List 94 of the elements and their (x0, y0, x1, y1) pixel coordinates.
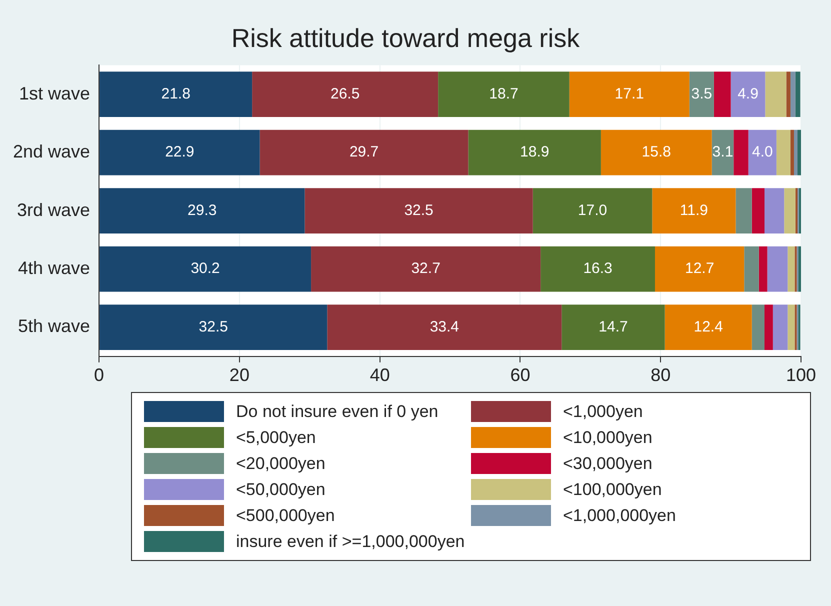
data-label: 18.7 (489, 85, 518, 102)
legend-label: <1,000yen (563, 402, 643, 422)
bar (100, 188, 305, 234)
data-label: 17.1 (614, 85, 644, 102)
bar (532, 188, 652, 234)
bar (100, 72, 252, 118)
bar (790, 72, 796, 118)
data-label: 30.2 (190, 260, 220, 278)
data-label: 3.5 (691, 85, 712, 102)
bar (652, 188, 736, 234)
y-tick-label: 1st wave (19, 83, 90, 104)
bar (752, 188, 764, 234)
data-label: 33.4 (430, 318, 460, 336)
data-label: 17.0 (578, 202, 608, 219)
bar (776, 130, 790, 176)
data-label: 29.7 (349, 144, 379, 161)
bar (100, 246, 312, 292)
bar (784, 188, 796, 234)
bar (540, 246, 655, 292)
bar (714, 72, 731, 118)
bar (100, 130, 260, 176)
chart-title: Risk attitude toward mega risk (231, 22, 581, 53)
bar (734, 130, 748, 176)
data-label: 15.8 (642, 144, 671, 161)
bar (730, 72, 766, 118)
bar (764, 304, 773, 350)
x-tick-label: 100 (786, 365, 816, 386)
bar (794, 130, 798, 176)
bar (788, 246, 795, 292)
bar (311, 246, 541, 292)
bar (260, 130, 468, 176)
bar (654, 246, 744, 292)
legend-label: <1,000,000yen (563, 506, 676, 526)
bar (786, 72, 790, 118)
x-tick-label: 80 (650, 365, 671, 386)
bar (689, 72, 714, 118)
data-label: 32.5 (404, 202, 434, 219)
x-tick-label: 40 (370, 365, 390, 386)
data-label: 4.9 (738, 85, 758, 102)
bar (788, 304, 795, 350)
data-label: 12.7 (684, 260, 714, 278)
data-label: 26.5 (330, 85, 360, 102)
bar (767, 246, 788, 292)
data-label: 4.0 (752, 144, 773, 161)
bar (797, 130, 801, 176)
y-tick-label: 4th wave (18, 258, 90, 278)
bar (562, 304, 665, 350)
x-tick-label: 60 (510, 365, 530, 386)
bar (468, 130, 601, 176)
bar (748, 130, 776, 176)
legend-label: <50,000yen (236, 480, 326, 500)
legend-label: <30,000yen (563, 454, 652, 474)
bar (752, 304, 764, 350)
bar (798, 246, 801, 292)
data-label: 14.7 (598, 318, 628, 336)
bar (569, 72, 690, 118)
bar (327, 304, 562, 350)
legend-label: <100,000yen (563, 480, 662, 500)
bar (772, 304, 788, 350)
bar (252, 72, 438, 118)
x-tick-label: 0 (94, 365, 104, 386)
bar (795, 72, 800, 118)
bar (765, 72, 786, 118)
bar (744, 246, 759, 292)
data-label: 29.3 (188, 202, 217, 219)
bar (438, 72, 570, 118)
legend-label: Do not insure even if 0 yen (236, 402, 438, 422)
legend-label: <10,000yen (563, 428, 652, 448)
data-label: 11.9 (680, 202, 708, 219)
bar (790, 130, 794, 176)
y-tick-label: 3rd wave (17, 200, 90, 220)
x-tick-label: 20 (229, 365, 250, 386)
data-label: 21.8 (161, 85, 190, 102)
data-label: 18.9 (520, 144, 550, 161)
bar (600, 130, 712, 176)
legend-label: <500,000yen (236, 506, 335, 526)
data-label: 32.7 (411, 260, 440, 278)
bar (764, 188, 784, 234)
data-label: 3.1 (712, 144, 734, 161)
bar (736, 188, 752, 234)
data-label: 16.3 (583, 260, 612, 278)
data-label: 32.5 (198, 318, 228, 336)
legend-label: <20,000yen (236, 454, 326, 474)
bar (100, 304, 328, 350)
bar (758, 246, 768, 292)
y-tick-label: 2nd wave (12, 142, 90, 162)
y-tick-label: 5th wave (18, 316, 90, 336)
data-label: 22.9 (165, 144, 194, 161)
bar (304, 188, 533, 234)
bar (664, 304, 752, 350)
legend-label: <5,000yen (236, 428, 316, 448)
legend-label: insure even if >=1,000,000yen (236, 532, 465, 552)
data-label: 12.4 (694, 318, 723, 336)
bar (712, 130, 734, 176)
